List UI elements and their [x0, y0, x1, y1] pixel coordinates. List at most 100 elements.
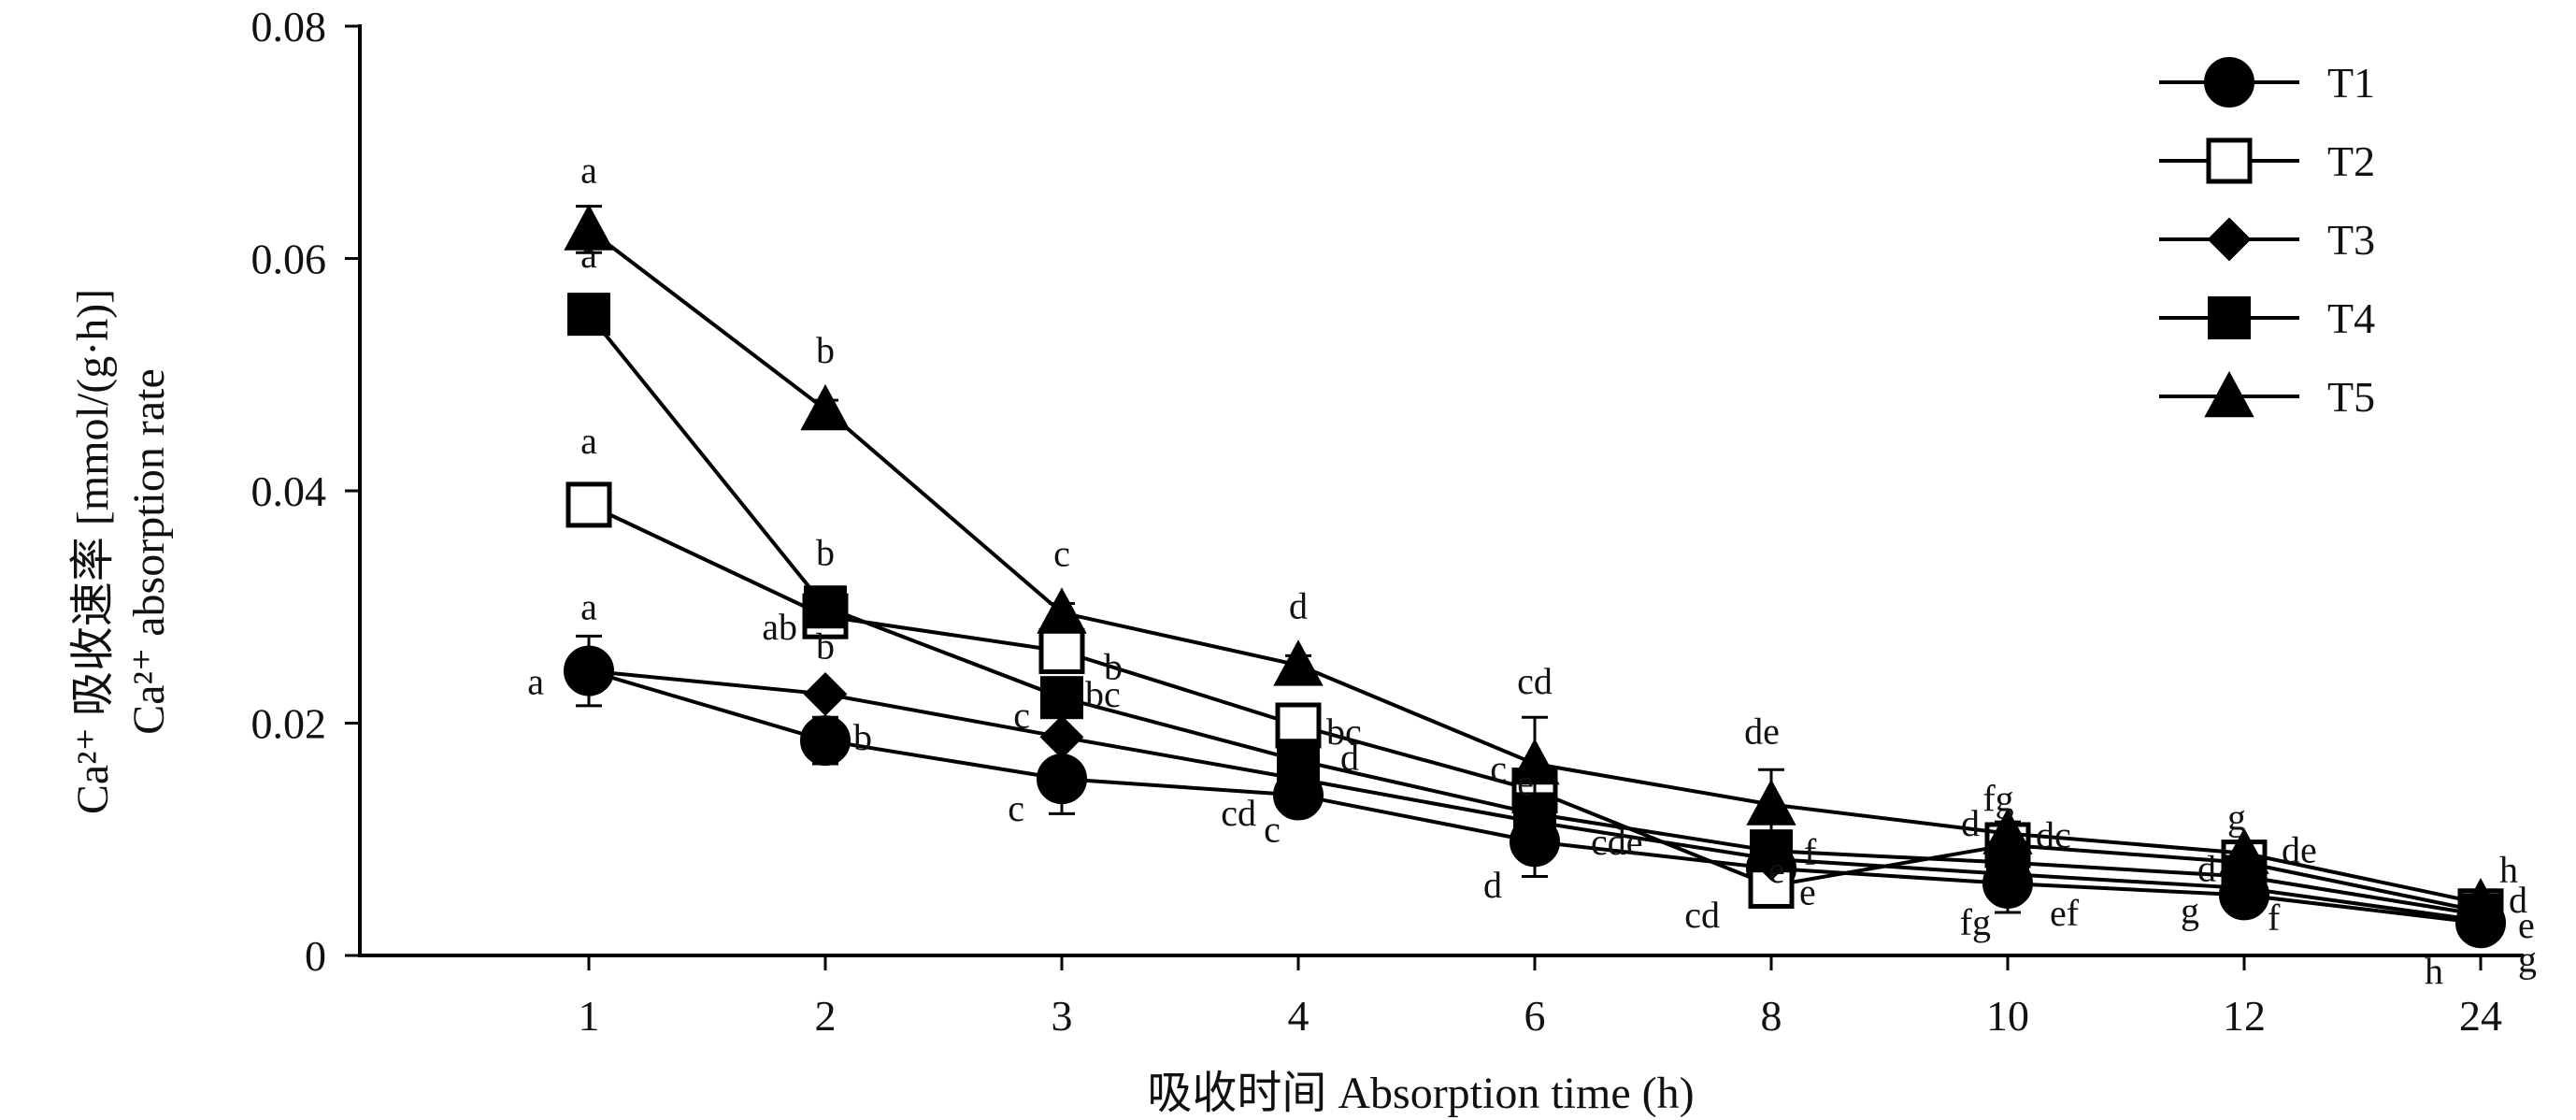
series-T5 — [564, 204, 2506, 925]
axes — [345, 24, 2524, 970]
y-axis-title-en: Ca²⁺ absorption rate — [124, 368, 174, 735]
data-point — [800, 715, 851, 767]
legend-item-T4: T4 — [2159, 294, 2375, 342]
significance-label: e — [1768, 849, 1785, 891]
significance-label: h — [2499, 849, 2518, 891]
data-point — [2219, 827, 2269, 874]
legend-marker — [2204, 370, 2254, 418]
significance-label: d — [1961, 802, 1980, 844]
data-point — [2455, 877, 2506, 925]
data-point — [800, 383, 851, 431]
significance-label: f — [1804, 831, 1817, 873]
y-tick-label: 0.08 — [251, 3, 327, 50]
data-point — [804, 585, 847, 629]
data-point — [1510, 738, 1560, 785]
significance-label: d — [2509, 879, 2527, 921]
data-point — [803, 672, 848, 716]
legend-label: T3 — [2327, 216, 2375, 264]
x-tick-label: 2 — [815, 992, 837, 1040]
significance-label: d — [1289, 584, 1308, 626]
significance-label: c — [1264, 809, 1281, 851]
legend-item-T5: T5 — [2159, 370, 2375, 421]
significance-label: h — [2425, 950, 2443, 992]
significance-label: g — [2181, 889, 2199, 931]
x-tick-label: 1 — [579, 992, 600, 1040]
legend-label: T4 — [2327, 294, 2375, 342]
significance-label: de — [2282, 829, 2317, 871]
significance-label: e — [1799, 870, 1816, 912]
significance-label: d — [1483, 864, 1502, 906]
significance-label: b — [816, 625, 835, 667]
significance-label: c — [1013, 694, 1030, 736]
data-point — [1982, 808, 2033, 854]
y-tick-label: 0.06 — [251, 236, 327, 283]
legend: T1 T2 T3 T4 T5 — [2159, 57, 2375, 421]
legend-item-T2: T2 — [2159, 137, 2375, 185]
data-point — [1037, 754, 1087, 805]
data-point — [567, 293, 610, 337]
y-tick-label: 0.02 — [251, 700, 327, 748]
significance-label: dc — [2036, 814, 2071, 856]
legend-marker — [2208, 296, 2251, 339]
significance-label: cde — [1591, 821, 1643, 863]
significance-label: fg — [1960, 901, 1991, 943]
significance-label: g — [2227, 797, 2246, 839]
x-tick-label: 10 — [1986, 992, 2029, 1040]
significance-label: a — [580, 234, 597, 276]
legend-label: T5 — [2327, 373, 2375, 421]
significance-label: de — [1744, 710, 1780, 752]
significance-label: c — [1053, 532, 1070, 574]
significance-label: d — [1340, 736, 1359, 778]
x-tick-label: 8 — [1761, 992, 1782, 1040]
significance-label: a — [580, 149, 597, 191]
data-point — [1273, 639, 1324, 686]
significance-label: ef — [2050, 892, 2080, 934]
significance-label: bc — [1085, 673, 1121, 715]
significance-label: ab — [762, 606, 797, 648]
y-tick-label: 0.04 — [251, 467, 327, 515]
data-point — [1746, 779, 1796, 826]
legend-item-T3: T3 — [2159, 216, 2375, 264]
legend-label: T2 — [2327, 137, 2375, 185]
significance-label: cd — [1221, 792, 1256, 834]
significance-label: a — [580, 420, 597, 462]
significance-label: b — [853, 716, 872, 758]
tick-labels: 00.020.040.060.081 2 3 4 6 8 10 12 24 — [251, 3, 2503, 1040]
significance-label: a — [580, 586, 597, 628]
series-layer — [564, 204, 2506, 949]
legend-marker — [2206, 137, 2253, 184]
significance-label: a — [527, 661, 544, 703]
data-point — [565, 481, 612, 528]
significance-label: d — [2197, 848, 2216, 890]
significance-label: b — [1104, 645, 1123, 687]
legend-marker — [2207, 217, 2252, 262]
data-point — [1039, 714, 1084, 759]
significance-label: c — [1008, 787, 1024, 829]
x-tick-label: 24 — [2459, 992, 2502, 1040]
x-tick-label: 4 — [1288, 992, 1309, 1040]
legend-label: T1 — [2327, 59, 2375, 107]
data-point — [1037, 587, 1087, 634]
x-tick-label: 3 — [1052, 992, 1073, 1040]
x-axis-title: 吸收时间 Absorption time (h) — [1147, 1069, 1694, 1118]
x-tick-label: 12 — [2223, 992, 2266, 1040]
legend-marker — [2204, 57, 2254, 108]
data-point — [1040, 676, 1083, 720]
significance-label: e — [1517, 761, 1534, 803]
data-point — [564, 204, 614, 251]
significance-label: g — [2518, 939, 2537, 981]
data-point — [566, 649, 611, 694]
significance-label: b — [816, 531, 835, 573]
x-tick-label: 6 — [1524, 992, 1546, 1040]
y-axis-title-cn: Ca²⁺ 吸收速率 [mmol/(g·h)] — [68, 289, 118, 814]
significance-label: f — [2268, 897, 2281, 939]
data-point — [1038, 627, 1085, 674]
significance-label: bc — [1326, 711, 1362, 753]
significance-label: fg — [1982, 778, 2013, 820]
y-tick-label: 0 — [305, 932, 326, 980]
significance-label: cd — [1517, 660, 1553, 702]
legend-item-T1: T1 — [2159, 57, 2375, 108]
significance-label: cd — [1684, 894, 1720, 936]
